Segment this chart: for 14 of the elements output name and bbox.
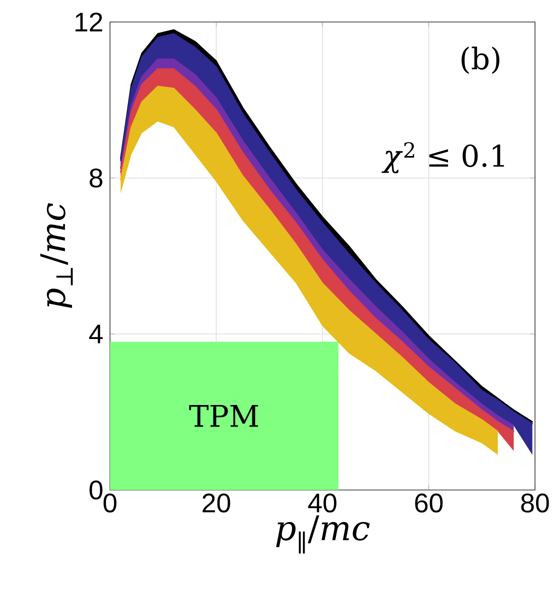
x-tick-label: 0	[104, 494, 116, 513]
x-tick-label: 80	[521, 494, 549, 513]
x-tick-label: 40	[308, 494, 336, 513]
series-label: TPM	[189, 404, 258, 427]
y-tick-label: 8	[90, 168, 102, 188]
x-axis-title: p$_{∥}$/mc	[276, 515, 370, 554]
x-tick-label: 60	[415, 494, 443, 513]
y-tick-label: 0	[90, 480, 102, 500]
y-axis-title: p$_{⊥}$/mc	[40, 203, 73, 308]
x-tick-label: 20	[202, 494, 230, 513]
annotation: (b)	[462, 46, 500, 74]
y-tick-label: 12	[76, 12, 102, 32]
y-tick-label: 4	[89, 324, 103, 344]
annotation: χ$^{2}$ ≤ 0.1	[382, 142, 504, 174]
